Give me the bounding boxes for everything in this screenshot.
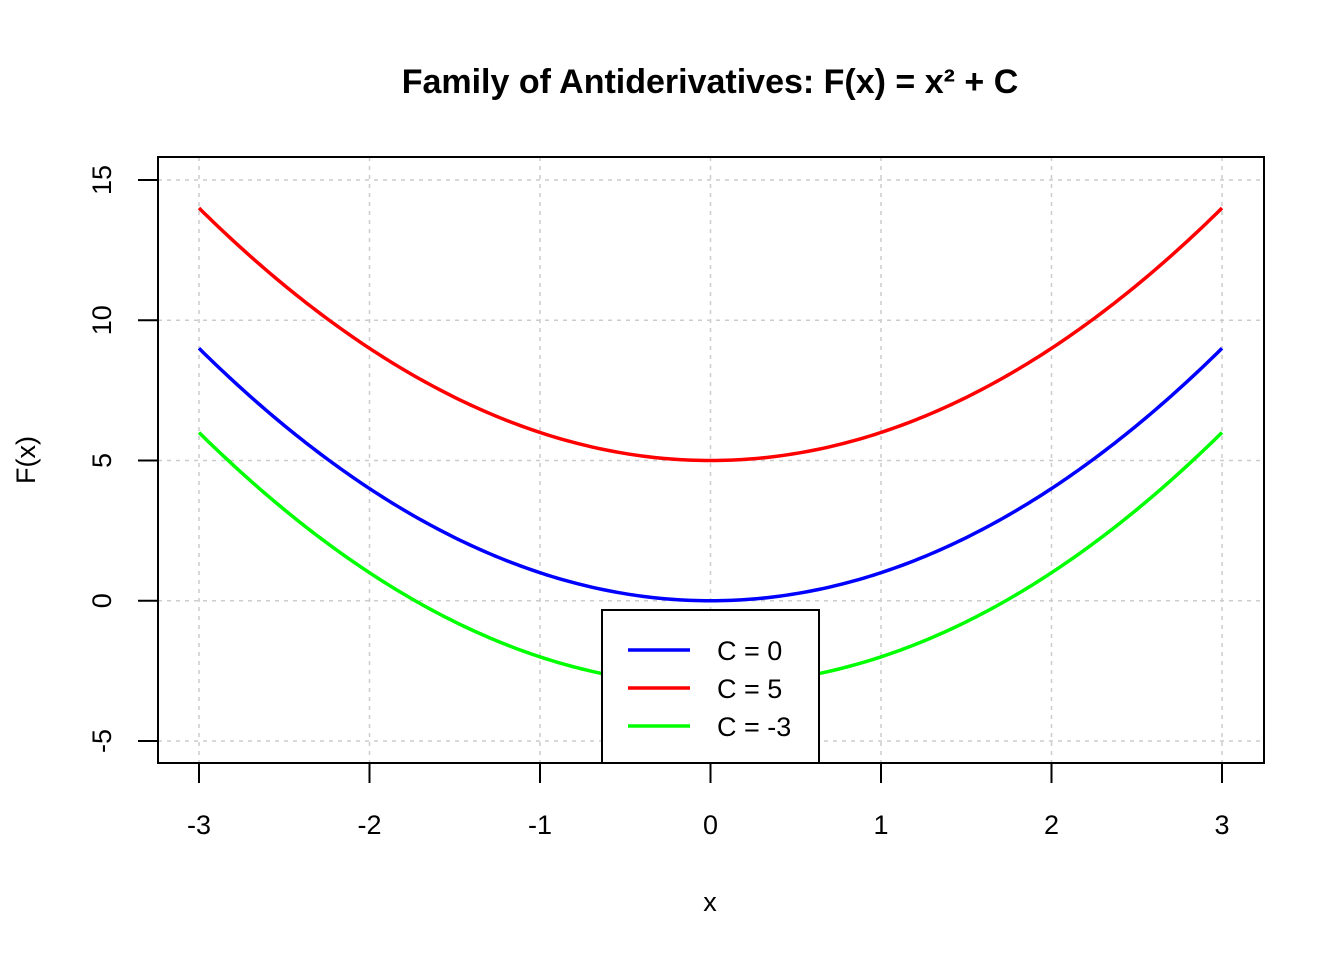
- y-tick-label: 10: [87, 305, 117, 335]
- x-axis: -3 -2 -1 0 1 2 3: [187, 762, 1230, 840]
- chart-title: Family of Antiderivatives: F(x) = x² + C: [402, 63, 1019, 101]
- y-tick-label: -5: [87, 729, 117, 753]
- series-line: [197, 347, 1224, 603]
- x-tick-label: -1: [528, 810, 552, 840]
- x-tick-label: -2: [357, 810, 381, 840]
- y-tick-label: 15: [87, 165, 117, 195]
- x-tick-label: 2: [1044, 810, 1059, 840]
- x-axis-label: x: [703, 887, 717, 917]
- y-tick-label: 5: [87, 453, 117, 468]
- y-axis: -5 0 5 10 15: [87, 165, 159, 753]
- y-axis-label: F(x): [11, 436, 41, 484]
- x-tick-label: -3: [187, 810, 211, 840]
- y-tick-label: 0: [87, 593, 117, 608]
- legend-label: C = 5: [717, 674, 782, 704]
- x-tick-label: 0: [703, 810, 718, 840]
- legend-label: C = 0: [717, 636, 782, 666]
- legend: C = 0 C = 5 C = -3: [601, 609, 820, 764]
- series-line: [197, 206, 1224, 463]
- x-tick-label: 3: [1214, 810, 1229, 840]
- x-tick-label: 1: [873, 810, 888, 840]
- legend-label: C = -3: [717, 712, 791, 742]
